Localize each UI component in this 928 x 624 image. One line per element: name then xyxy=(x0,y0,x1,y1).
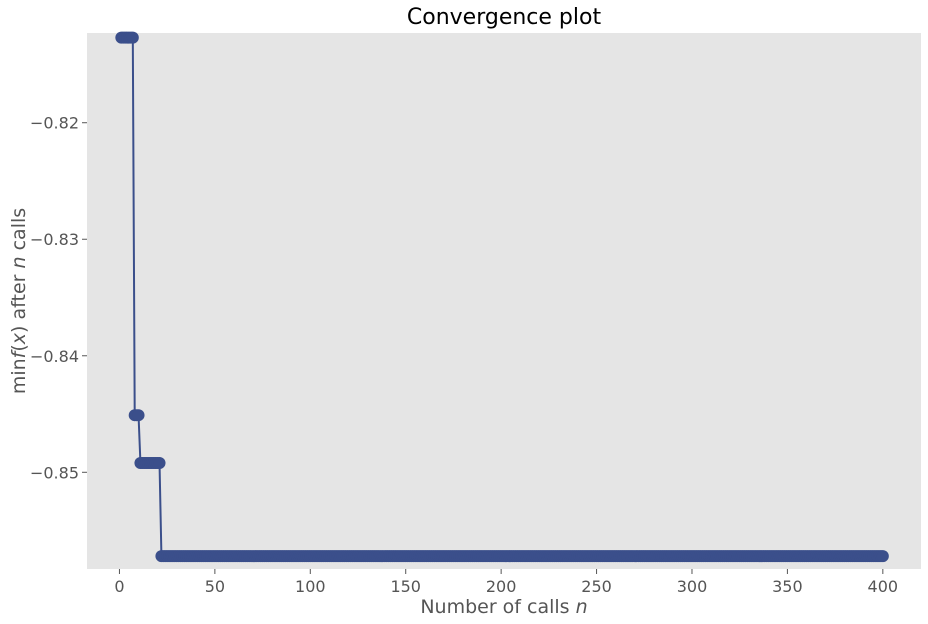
y-ticks: −0.82 −0.83 −0.84 −0.85 xyxy=(30,114,87,482)
x-ticks: 0 50 100 150 200 250 300 350 400 xyxy=(114,569,898,596)
x-tick-label: 200 xyxy=(486,577,517,596)
data-point xyxy=(126,31,139,44)
data-point xyxy=(153,456,166,469)
chart-title: Convergence plot xyxy=(407,5,602,30)
y-tick-label: −0.85 xyxy=(30,463,79,482)
x-tick-label: 50 xyxy=(205,577,225,596)
x-tick-label: 350 xyxy=(772,577,803,596)
data-point xyxy=(876,550,889,563)
x-tick-label: 150 xyxy=(390,577,421,596)
y-tick-label: −0.84 xyxy=(30,347,79,366)
y-tick-label: −0.83 xyxy=(30,230,79,249)
y-axis-title: minf(x) after n calls xyxy=(8,208,30,394)
x-axis-variable: n xyxy=(576,596,588,618)
data-point xyxy=(132,409,145,422)
x-axis-label: Number of calls xyxy=(420,596,569,618)
x-tick-label: 250 xyxy=(581,577,612,596)
x-tick-label: 400 xyxy=(868,577,899,596)
x-tick-label: 0 xyxy=(114,577,124,596)
y-tick-label: −0.82 xyxy=(30,114,79,133)
x-tick-label: 100 xyxy=(295,577,326,596)
plot-background xyxy=(87,33,921,569)
x-axis-title: Number of calls n xyxy=(420,596,587,618)
series-layer xyxy=(115,31,889,563)
x-tick-label: 300 xyxy=(677,577,708,596)
